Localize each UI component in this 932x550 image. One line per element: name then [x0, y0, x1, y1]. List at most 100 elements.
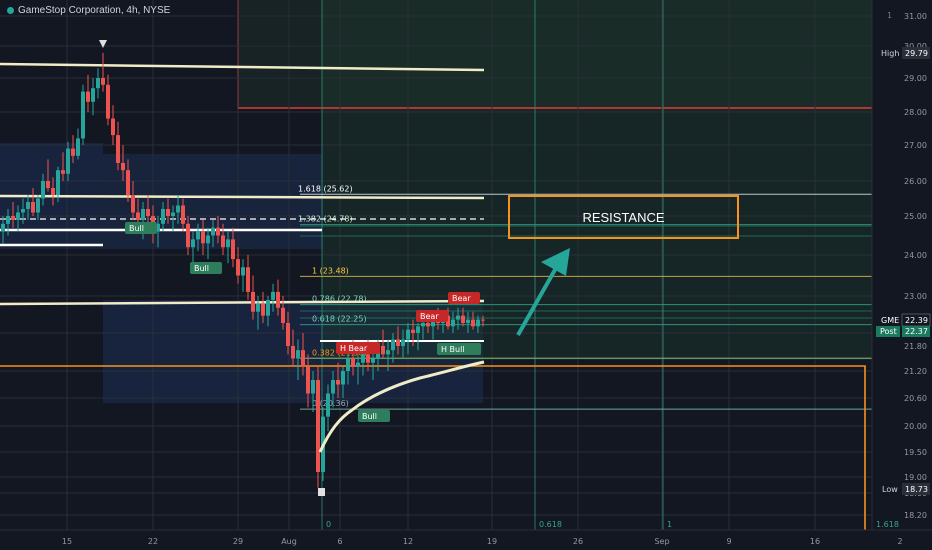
candle-body	[271, 291, 275, 300]
candle	[341, 366, 345, 398]
candle	[51, 177, 55, 206]
price-tick-label: 24.00	[904, 251, 927, 260]
candle	[461, 307, 465, 327]
candle	[121, 145, 125, 181]
candle-body	[341, 371, 345, 385]
time-axis-layer: 15 22 29 Aug 6 12 19 26 Sep 9 16 2	[0, 529, 932, 550]
post-label: Post	[880, 327, 897, 336]
candle	[471, 311, 475, 330]
candle-body	[301, 350, 305, 367]
pattern-label-text: Bear	[420, 312, 439, 321]
chart-title: GameStop Corporation, 4h, NYSE	[7, 5, 170, 16]
overlay-layer: Bull Bull Bear Bear H Bear H Bull Bull	[99, 40, 739, 496]
candle-body	[81, 91, 85, 139]
time-tick-label: Aug	[281, 537, 297, 546]
price-tick-label: 26.00	[904, 177, 927, 186]
arrow-shaft	[516, 267, 558, 336]
candle-body	[21, 209, 25, 213]
candle	[416, 323, 420, 351]
candle	[386, 339, 390, 371]
candle	[266, 296, 270, 327]
candle	[146, 195, 150, 224]
candle	[11, 202, 15, 228]
axis-counter: 1	[887, 11, 892, 20]
pattern-label: Bull	[125, 222, 157, 234]
candle	[181, 198, 185, 232]
candle-body	[461, 315, 465, 323]
candle-body	[391, 339, 395, 351]
candle	[331, 371, 335, 408]
resistance-box	[508, 195, 739, 239]
candle	[406, 323, 410, 355]
price-tick-label: 25.00	[904, 212, 927, 221]
bottom-fib-label: 1.618	[876, 520, 899, 529]
fib-level-label-6: 0 (20.36)	[312, 399, 349, 408]
low-value-bg	[902, 483, 930, 495]
candle-body	[331, 380, 335, 394]
candle-body	[346, 358, 350, 371]
candle	[291, 329, 295, 367]
fib-time-label-1: 0.618	[539, 520, 562, 529]
candle	[206, 227, 210, 260]
price-tick-label: 20.00	[904, 422, 927, 431]
price-tick-label: 21.80	[904, 342, 927, 351]
candle-body	[61, 170, 65, 174]
candle	[161, 202, 165, 232]
price-axis-bg	[872, 0, 932, 530]
candle-body	[356, 362, 360, 367]
candle-body	[371, 358, 375, 363]
candle	[306, 354, 310, 408]
candle-body	[136, 212, 140, 220]
candle	[46, 159, 50, 192]
pattern-label-bg	[358, 410, 390, 422]
low-marker-icon	[318, 488, 325, 496]
candle-body	[1, 223, 5, 232]
price-tick-label: 30.00	[904, 42, 927, 51]
candle-body	[446, 315, 450, 327]
pattern-label-bg	[190, 262, 222, 274]
candle	[391, 333, 395, 363]
green-zone	[322, 0, 872, 360]
candle-body	[411, 329, 415, 333]
candle	[411, 319, 415, 346]
candle	[346, 350, 350, 385]
candle	[336, 362, 340, 398]
candle	[481, 315, 485, 327]
candle-body	[201, 231, 205, 244]
candle	[221, 223, 225, 255]
candle-body	[421, 323, 425, 327]
candle-body	[51, 188, 55, 195]
pattern-label-bg	[416, 310, 448, 322]
candle-body	[261, 303, 265, 316]
candle-body	[16, 212, 20, 220]
candle-body	[326, 393, 330, 417]
pattern-label: Bear	[448, 292, 480, 304]
candle-body	[46, 181, 50, 188]
candle-body	[431, 319, 435, 327]
time-tick-label: 15	[62, 537, 72, 546]
candle	[86, 74, 90, 112]
price-tick-label: 31.00	[904, 12, 927, 21]
candle	[116, 121, 120, 171]
candle-body	[36, 198, 40, 213]
support-curve	[318, 360, 485, 453]
orange-support-box	[0, 365, 866, 530]
candle	[401, 329, 405, 359]
candle	[36, 195, 40, 220]
candle-body	[211, 227, 215, 236]
candle-body	[6, 216, 10, 224]
candle	[276, 279, 280, 316]
time-tick-label: Sep	[654, 537, 669, 546]
candle-body	[311, 380, 315, 394]
candle-body	[416, 326, 420, 333]
candle	[356, 354, 360, 385]
candle	[166, 198, 170, 224]
candle-body	[121, 163, 125, 171]
candle-body	[241, 267, 245, 276]
candle	[316, 366, 320, 488]
pattern-label-text: H Bear	[340, 344, 368, 353]
low-label: Low	[882, 485, 898, 494]
candle	[196, 223, 200, 252]
candle	[296, 339, 300, 380]
